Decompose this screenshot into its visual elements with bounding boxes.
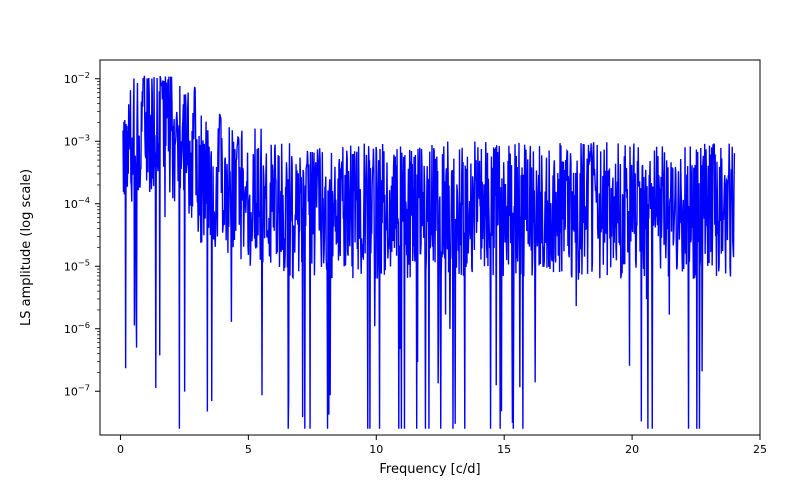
x-axis-label: Frequency [c/d] bbox=[379, 462, 480, 477]
x-tick-label: 0 bbox=[117, 443, 124, 456]
x-tick-label: 10 bbox=[369, 443, 383, 456]
x-tick-label: 5 bbox=[245, 443, 252, 456]
x-tick-label: 20 bbox=[625, 443, 639, 456]
y-axis-label: LS amplitude (log scale) bbox=[19, 169, 34, 326]
x-tick-label: 15 bbox=[497, 443, 511, 456]
periodogram-chart: 051015202510−710−610−510−410−310−2Freque… bbox=[0, 0, 800, 500]
x-tick-label: 25 bbox=[753, 443, 767, 456]
